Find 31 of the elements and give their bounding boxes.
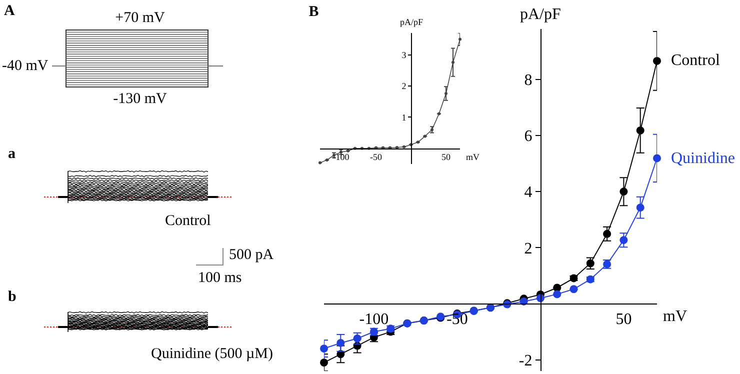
text: 100 ms bbox=[198, 270, 242, 286]
y-tick-label: -2 bbox=[518, 352, 532, 370]
y-tick-label: 6 bbox=[524, 128, 532, 146]
series-label: Quinidine bbox=[671, 150, 735, 167]
text: b bbox=[8, 289, 16, 305]
text: 500 pA bbox=[229, 247, 274, 263]
y-tick-label: 4 bbox=[524, 184, 532, 202]
text: Control bbox=[165, 213, 211, 229]
x-axis-title: mV bbox=[466, 152, 480, 162]
y-tick-label: 2 bbox=[524, 240, 532, 258]
chart-title: B bbox=[308, 4, 319, 20]
text: -130 mV bbox=[113, 91, 167, 107]
series-label: Control bbox=[671, 52, 720, 69]
x-axis-title: mV bbox=[663, 308, 688, 325]
y-axis-title: pA/pF bbox=[520, 6, 561, 23]
x-tick-label: -50 bbox=[370, 152, 382, 162]
text: A bbox=[4, 3, 15, 19]
x-tick-label: -50 bbox=[446, 310, 468, 328]
y-tick-label: 1 bbox=[402, 112, 406, 122]
y-tick-label: 8 bbox=[524, 72, 532, 90]
x-tick-label: -100 bbox=[359, 310, 389, 328]
y-tick-label: 2 bbox=[402, 81, 406, 92]
text: a bbox=[8, 146, 16, 162]
text: -40 mV bbox=[2, 58, 48, 74]
y-tick-label: 3 bbox=[402, 50, 407, 60]
x-tick-label: 50 bbox=[442, 152, 451, 162]
x-tick-label: -100 bbox=[332, 152, 350, 162]
x-tick-label: 50 bbox=[616, 310, 632, 328]
y-axis-title: pA/pF bbox=[400, 17, 424, 27]
text: +70 mV bbox=[115, 10, 165, 26]
text: Quinidine (500 µM) bbox=[151, 346, 273, 362]
